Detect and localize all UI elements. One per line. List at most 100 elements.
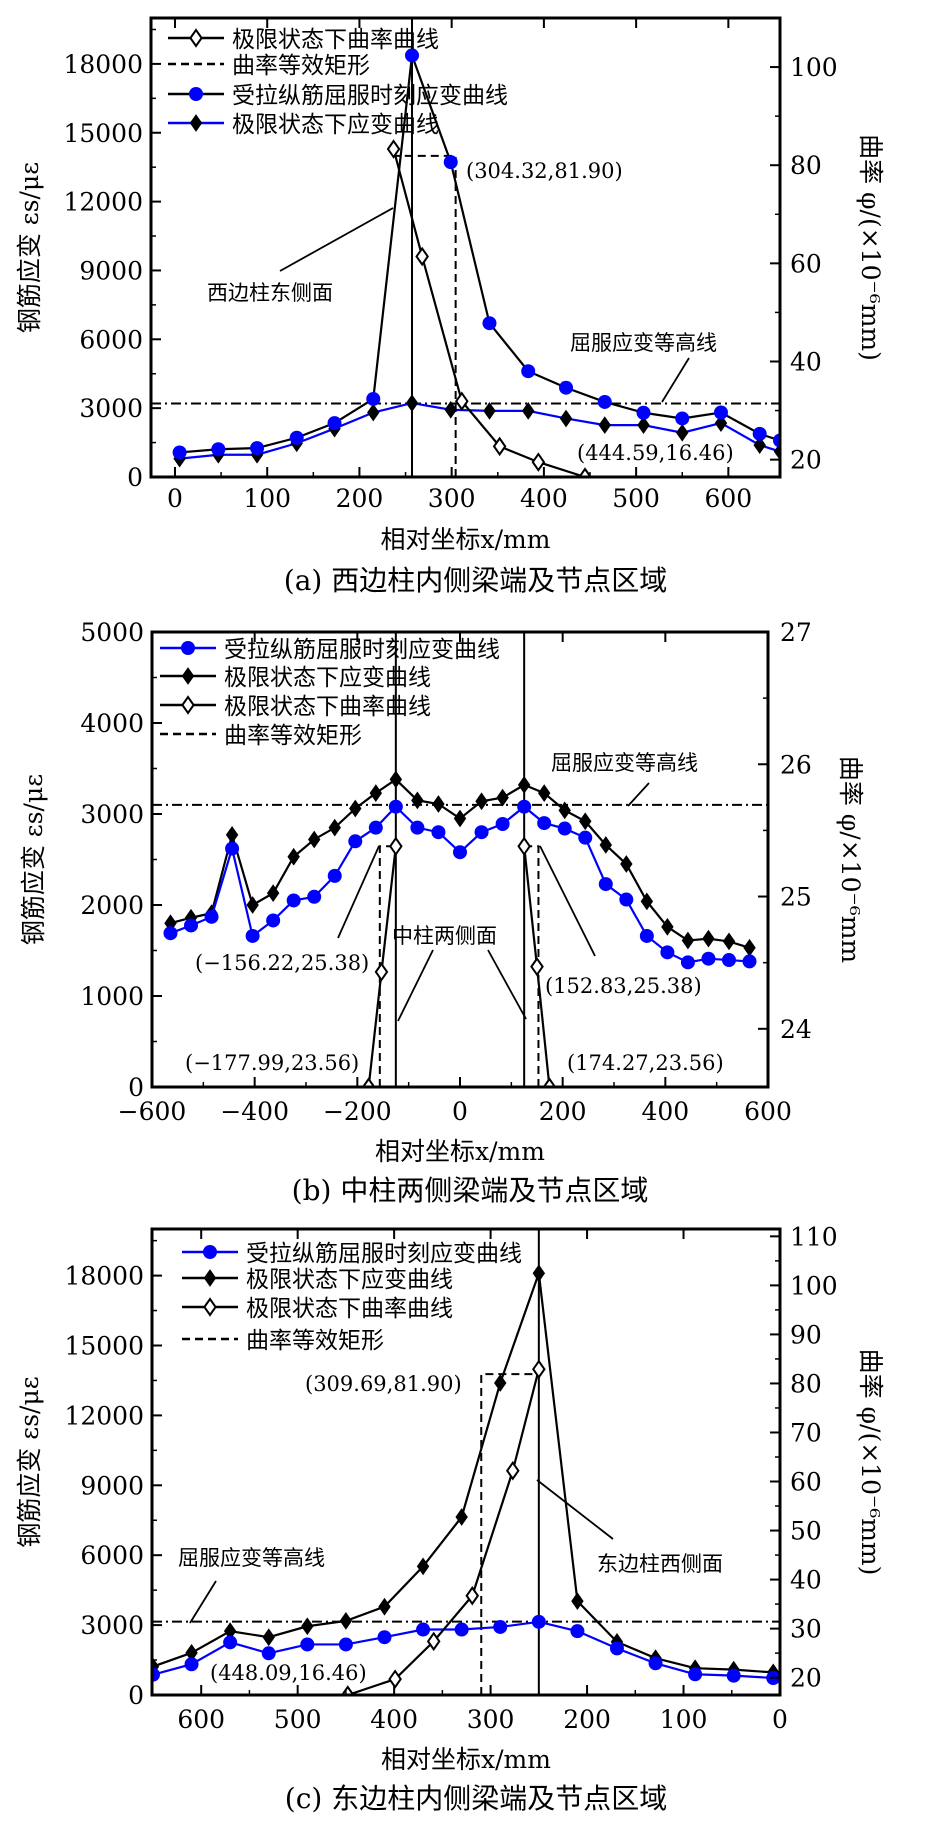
data-point-ult bbox=[598, 416, 611, 435]
data-point-yield bbox=[752, 426, 767, 441]
series-yield bbox=[152, 1614, 780, 1685]
annotation-label: (309.69,81.90) bbox=[305, 1372, 462, 1396]
data-point-yield bbox=[648, 1656, 663, 1671]
x-tick-label: 300 bbox=[467, 1705, 515, 1734]
data-point-ult bbox=[246, 896, 259, 914]
data-point-yield bbox=[366, 391, 381, 406]
data-point-ult bbox=[532, 1264, 546, 1283]
annotation-label: (174.27,23.56) bbox=[567, 1051, 724, 1075]
data-point-yield bbox=[701, 951, 716, 966]
data-point-ult bbox=[722, 932, 736, 951]
y2-tick-label: 60 bbox=[790, 249, 822, 278]
x-tick-label: 600 bbox=[177, 1705, 225, 1734]
data-point-yield bbox=[223, 1635, 238, 1650]
data-point-curv bbox=[386, 139, 401, 159]
y-tick-label: 1000 bbox=[80, 982, 144, 1011]
y2-tick-label: 80 bbox=[790, 1369, 822, 1398]
legend-label: 极限状态下应变曲线 bbox=[224, 665, 431, 691]
data-point-yield bbox=[559, 380, 574, 395]
legend-label: 曲率等效矩形 bbox=[246, 1328, 384, 1354]
data-point-curv bbox=[415, 246, 429, 267]
data-point-yield bbox=[289, 430, 304, 445]
data-point-curv bbox=[492, 436, 507, 457]
data-point-ult bbox=[640, 892, 654, 911]
y-tick-label: 9000 bbox=[79, 256, 143, 285]
x-tick-label: 400 bbox=[370, 1705, 418, 1734]
y2-tick-label: 40 bbox=[790, 1566, 822, 1595]
x-tick-label: 500 bbox=[612, 484, 660, 513]
data-point-yield bbox=[250, 441, 265, 456]
data-point-yield bbox=[517, 799, 532, 814]
annotation-label: (448.09,16.46) bbox=[210, 1661, 367, 1685]
data-point-yield bbox=[338, 1637, 353, 1652]
y2-tick-label: 40 bbox=[790, 347, 822, 376]
x-tick-label: −400 bbox=[220, 1097, 289, 1126]
y2-tick-label: 24 bbox=[780, 1015, 812, 1044]
legend-item-ult: 极限状态下应变曲线 bbox=[168, 112, 439, 138]
annotation-label: 东边柱西侧面 bbox=[597, 1552, 723, 1576]
data-point-curv bbox=[388, 1669, 402, 1689]
x-tick-label: 0 bbox=[452, 1097, 468, 1126]
data-point-ult bbox=[522, 402, 535, 420]
y-tick-label: 18000 bbox=[63, 50, 143, 79]
annotation-label: 屈服应变等高线 bbox=[178, 1546, 325, 1570]
legend-label: 极限状态下曲率曲线 bbox=[246, 1296, 453, 1322]
data-point-yield bbox=[300, 1637, 315, 1652]
data-point-ult bbox=[714, 414, 728, 432]
data-point-yield bbox=[474, 825, 489, 840]
plot-area bbox=[152, 632, 768, 1087]
annotation-leader-line bbox=[627, 782, 650, 807]
data-point-ult bbox=[453, 809, 467, 828]
series-curv bbox=[386, 139, 592, 477]
y2-tick-label: 30 bbox=[790, 1615, 822, 1644]
data-point-yield bbox=[742, 954, 757, 969]
y2-tick-label: 25 bbox=[780, 883, 812, 912]
legend-label: 受拉纵筋屈服时刻应变曲线 bbox=[232, 83, 508, 109]
annotation-leader-line bbox=[539, 845, 596, 957]
data-point-yield bbox=[721, 953, 736, 968]
y-tick-label: 18000 bbox=[64, 1262, 144, 1291]
chart-caption: (c) 东边柱内侧梁端及节点区域 bbox=[285, 1782, 667, 1815]
data-point-ult bbox=[620, 855, 633, 873]
data-point-ult bbox=[416, 1557, 430, 1576]
x-tick-label: 500 bbox=[274, 1705, 322, 1734]
data-point-yield bbox=[348, 834, 363, 849]
data-point-yield bbox=[688, 1667, 703, 1682]
series-yield bbox=[172, 48, 780, 460]
annotation-leader-line bbox=[279, 207, 394, 272]
data-point-yield bbox=[597, 394, 612, 409]
legend-marker bbox=[181, 695, 195, 715]
data-point-curv bbox=[374, 962, 389, 982]
data-point-curv bbox=[454, 391, 469, 411]
data-point-ult bbox=[753, 436, 766, 454]
x-axis-label: 相对坐标x/mm bbox=[375, 1137, 545, 1166]
plot-frame bbox=[150, 630, 770, 1089]
y2-axis-label: 曲率 φ/(×10⁻⁶mm) bbox=[856, 1349, 885, 1576]
data-point-yield bbox=[570, 1624, 585, 1639]
data-point-ult bbox=[702, 929, 715, 948]
legend-label: 曲率等效矩形 bbox=[224, 723, 362, 749]
plot-frame bbox=[150, 1227, 782, 1697]
legend-label: 受拉纵筋屈服时刻应变曲线 bbox=[224, 637, 500, 663]
y-tick-label: 4000 bbox=[80, 709, 144, 738]
y2-tick-label: 100 bbox=[790, 1271, 838, 1300]
curvature-equivalent-rectangle bbox=[393, 154, 457, 477]
y-tick-label: 5000 bbox=[80, 618, 144, 647]
data-point-yield bbox=[245, 928, 260, 943]
annotation-label: 屈服应变等高线 bbox=[551, 751, 698, 775]
x-tick-label: 400 bbox=[520, 484, 568, 513]
legend-item-rect: 曲率等效矩形 bbox=[160, 723, 362, 749]
data-point-yield bbox=[482, 316, 497, 331]
legend-label: 极限状态下曲率曲线 bbox=[232, 27, 439, 53]
y2-tick-label: 90 bbox=[790, 1320, 822, 1349]
series-curv bbox=[361, 836, 403, 1087]
y-tick-label: 12000 bbox=[63, 188, 143, 217]
annotation-leader-line bbox=[337, 845, 380, 939]
data-point-ult bbox=[287, 847, 300, 866]
annotation-label: (444.59,16.46) bbox=[577, 441, 734, 465]
data-point-yield bbox=[773, 433, 780, 448]
legend-item-rect: 曲率等效矩形 bbox=[182, 1328, 384, 1354]
legend-marker bbox=[203, 1269, 217, 1287]
legend-marker bbox=[203, 1245, 217, 1259]
data-point-ult bbox=[389, 770, 403, 789]
